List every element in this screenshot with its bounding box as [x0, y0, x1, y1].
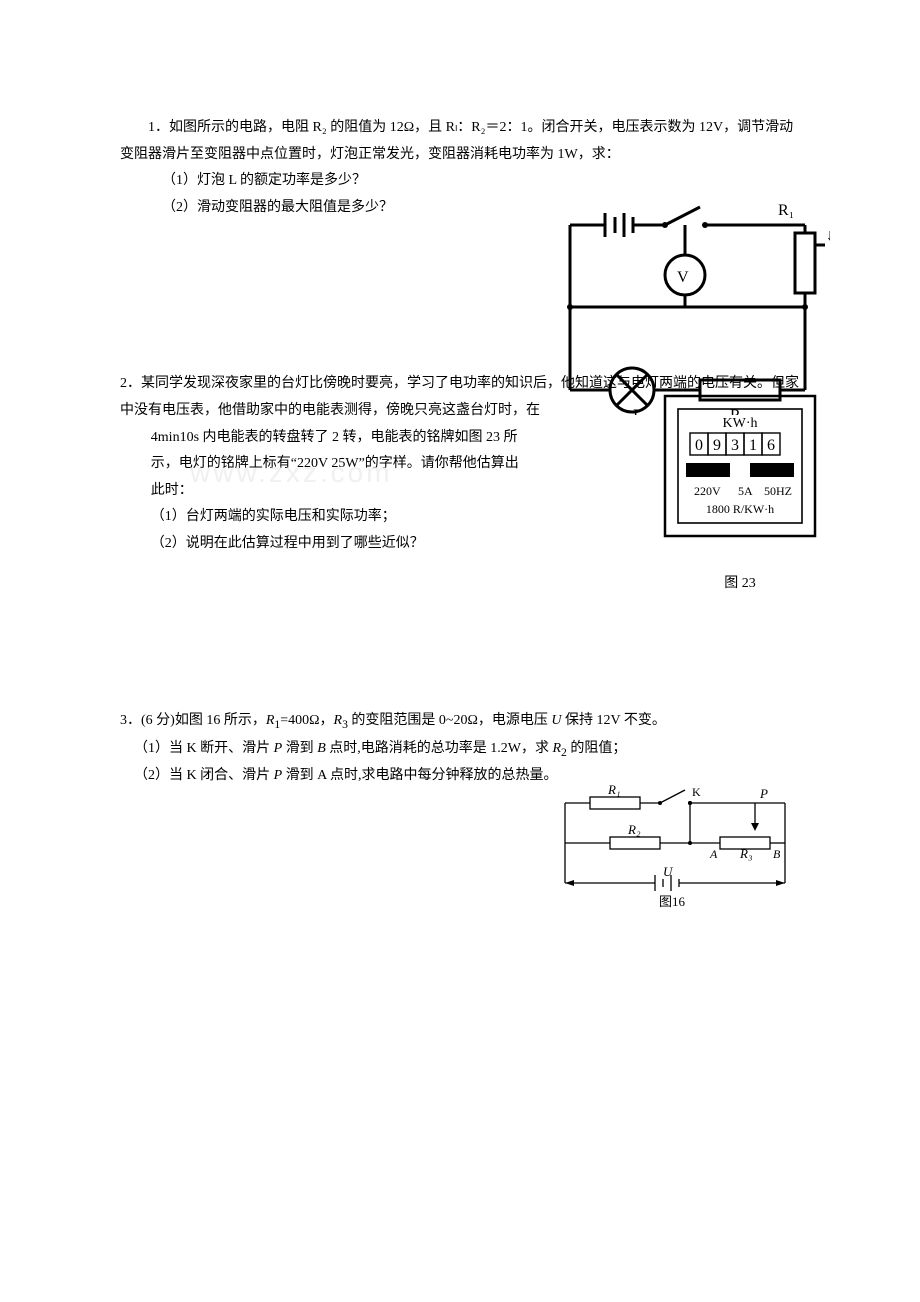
meter-spec-1b: 5A	[738, 484, 753, 498]
label-r1-arrow: ↓	[826, 227, 830, 244]
label-r1: R₁	[778, 202, 794, 219]
c3-label-r1: R₁	[607, 782, 620, 797]
meter-spec-1c: 50HZ	[764, 484, 792, 498]
p3-tail: 保持 12V 不变。	[562, 713, 666, 728]
c3-label-k: K	[692, 785, 701, 799]
label-voltmeter: V	[677, 269, 689, 286]
problem-3-q1: （1）当 K 断开、滑片 P 滑到 B 点时,电路消耗的总功率是 1.2W，求 …	[134, 736, 800, 764]
p3-eq1: =400Ω，	[280, 713, 333, 728]
p3-R3: R	[334, 713, 343, 728]
digit-4: 6	[767, 437, 775, 454]
page: 1．如图所示的电路，电阻 R₂ 的阻值为 12Ω，且 Rₗ：R₂＝2：1。闭合开…	[0, 0, 920, 945]
digit-3: 1	[749, 437, 757, 454]
meter-digits: 0 9 3 1 6	[690, 433, 780, 455]
energy-meter-svg: KW·h 0 9 3 1 6 220V	[660, 391, 820, 541]
problem-1-q1: （1）灯泡 L 的额定功率是多少？	[162, 168, 800, 195]
p3-q1-B: B	[317, 741, 326, 756]
c3-label-r3: R₃	[739, 846, 752, 861]
c3-label-r2: R₂	[627, 822, 641, 837]
c3-label-p: P	[759, 786, 768, 801]
problem-2: 2．某同学发现深夜家里的台灯比傍晚时要亮，学习了电功率的知识后，他知道这与电灯两…	[120, 371, 800, 557]
p3-q1-tail: 的阻值；	[567, 741, 627, 756]
meter-title: KW·h	[723, 416, 758, 431]
p3-q1-mid: 滑到	[282, 741, 317, 756]
meter-spec-2: 1800 R/KW·h	[706, 502, 774, 516]
problem-1: 1．如图所示的电路，电阻 R₂ 的阻值为 12Ω，且 Rₗ：R₂＝2：1。闭合开…	[120, 115, 800, 221]
c3-label-a: A	[709, 847, 718, 861]
p3-q1-prefix: （1）当 K 断开、滑片	[134, 741, 274, 756]
problem-3-main: 3．(6 分)如图 16 所示，R1=400Ω，R3 的变阻范围是 0~20Ω，…	[120, 708, 800, 736]
problem-3: 3．(6 分)如图 16 所示，R1=400Ω，R3 的变阻范围是 0~20Ω，…	[120, 708, 800, 791]
c3-label-b: B	[773, 847, 781, 861]
c3-label-u: U	[663, 864, 674, 879]
digit-0: 0	[695, 437, 703, 454]
c3-caption: 图16	[659, 894, 686, 909]
p3-q1-mid2: 点时,电路消耗的总功率是 1.2W，求	[326, 741, 553, 756]
p3-q1-R2: R	[552, 741, 561, 756]
circuit-3-svg: R₁ K P R₂ A R₃ B U 图16	[550, 778, 810, 918]
meter-spec-1a: 220V	[694, 484, 721, 498]
p3-q2-mid: 滑到 A 点时,求电路中每分钟释放的总热量。	[282, 768, 557, 783]
digit-1: 9	[713, 437, 721, 454]
problem-1-text: 1．如图所示的电路，电阻 R₂ 的阻值为 12Ω，且 Rₗ：R₂＝2：1。闭合开…	[120, 115, 800, 168]
digit-2: 3	[731, 437, 739, 454]
p3-U: U	[551, 713, 561, 728]
p3-q1-P: P	[274, 741, 283, 756]
meter-caption: 图 23	[660, 571, 820, 598]
p3-mid: 的变阻范围是 0~20Ω，电源电压	[348, 713, 551, 728]
energy-meter: KW·h 0 9 3 1 6 220V	[660, 391, 820, 598]
problem-3-circuit: R₁ K P R₂ A R₃ B U 图16	[550, 778, 810, 918]
p3-prefix: 3．(6 分)如图 16 所示，	[120, 713, 266, 728]
p3-q2-prefix: （2）当 K 闭合、滑片	[134, 768, 274, 783]
problem-2-line2: 4min10s 内电能表的转盘转了 2 转，电能表的铭牌如图 23 所示，电灯的…	[151, 425, 531, 505]
p3-q2-P: P	[274, 768, 283, 783]
